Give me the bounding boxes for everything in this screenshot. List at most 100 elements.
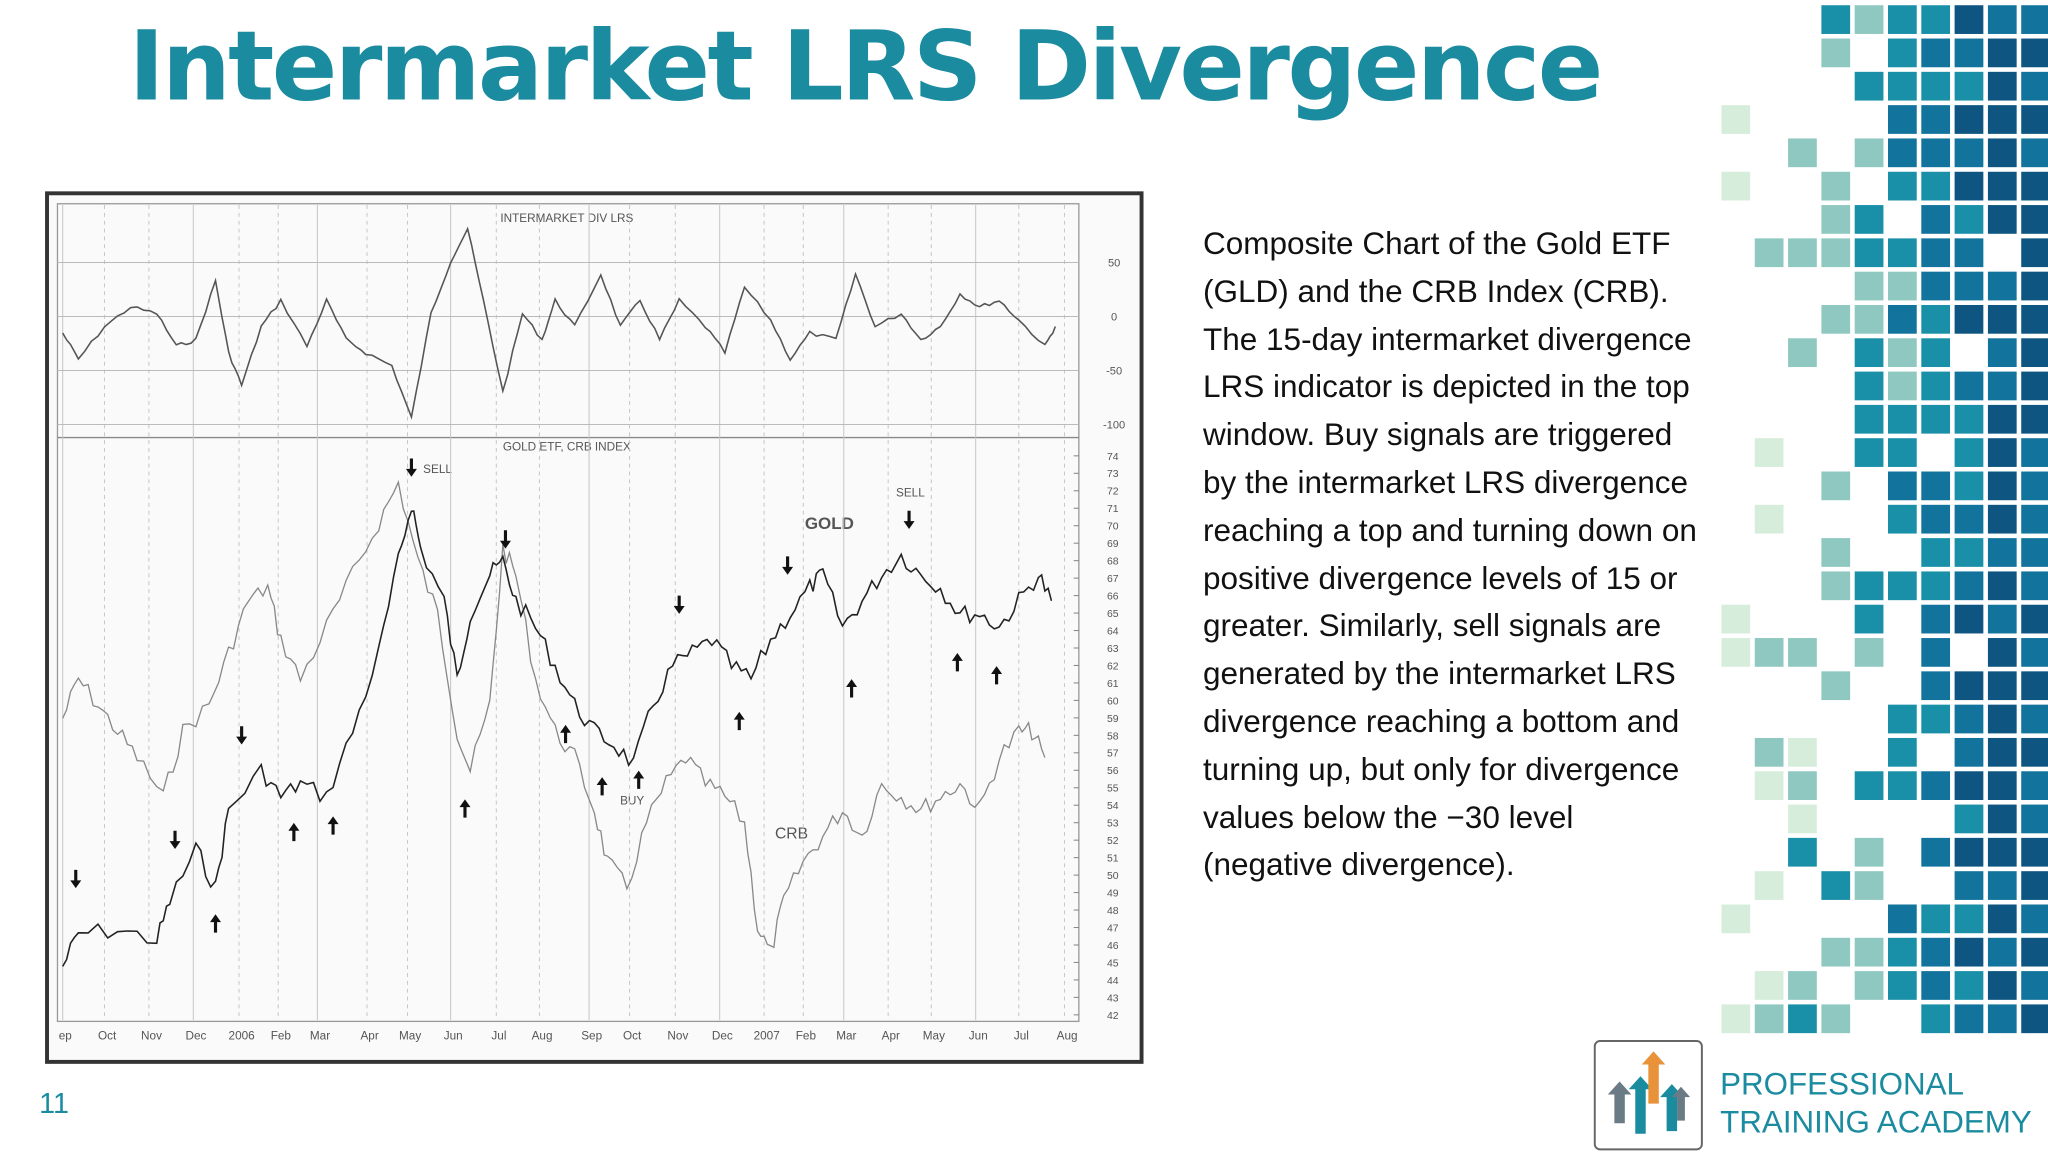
mosaic-tile bbox=[1854, 971, 1884, 1000]
month-label: Dec bbox=[712, 1030, 733, 1043]
mosaic-tile bbox=[1754, 238, 1784, 268]
mosaic-tile bbox=[1821, 5, 1851, 34]
bottom-axis-label: 50 bbox=[1107, 871, 1119, 882]
mosaic-tile bbox=[1921, 504, 1951, 534]
mosaic-tile bbox=[1721, 105, 1751, 134]
mosaic-tile bbox=[1987, 837, 2017, 867]
bottom-axis-label: 72 bbox=[1107, 487, 1119, 498]
top-axis-label: -100 bbox=[1103, 419, 1125, 431]
mosaic-tile bbox=[1721, 604, 1751, 634]
buy-arrow bbox=[459, 799, 471, 818]
bottom-axis-label: 49 bbox=[1107, 888, 1119, 899]
mosaic-tile bbox=[1788, 138, 1817, 168]
mosaic-tile bbox=[1854, 205, 1884, 234]
bottom-axis-label: 73 bbox=[1107, 469, 1119, 480]
mosaic-tile bbox=[2021, 238, 2048, 268]
mosaic-tile bbox=[1921, 71, 1951, 101]
oscillator-trace bbox=[62, 226, 1057, 420]
mosaic-tile bbox=[1954, 904, 1984, 934]
description: Composite Chart of the Gold ETF (GLD) an… bbox=[1203, 225, 1697, 883]
buy-arrow bbox=[288, 822, 300, 842]
month-label: Nov bbox=[667, 1030, 688, 1043]
mosaic-tile bbox=[2021, 5, 2048, 34]
buy-arrow bbox=[991, 666, 1003, 685]
bottom-axis-label: 44 bbox=[1107, 976, 1119, 987]
mosaic-tile bbox=[1854, 604, 1884, 634]
mosaic-tile bbox=[1921, 971, 1951, 1000]
bottom-axis-label: 55 bbox=[1107, 784, 1119, 795]
bottom-axis-label: 64 bbox=[1107, 626, 1119, 637]
mosaic-tile bbox=[2021, 837, 2048, 867]
bottom-axis-label: 69 bbox=[1107, 539, 1119, 550]
month-label: Dec bbox=[185, 1030, 206, 1043]
mosaic-tile bbox=[1954, 771, 1984, 800]
mosaic-tile bbox=[1987, 338, 2017, 368]
bottom-axis-label: 74 bbox=[1107, 452, 1119, 463]
mosaic-tile bbox=[1788, 737, 1817, 767]
buy-arrow bbox=[951, 653, 963, 672]
mosaic-tile bbox=[1987, 138, 2017, 168]
mosaic-tile bbox=[1921, 704, 1951, 734]
month-label: Feb bbox=[796, 1030, 817, 1043]
mosaic-tile bbox=[1754, 737, 1784, 767]
mosaic-tile bbox=[1954, 971, 1984, 1000]
mosaic-tile bbox=[1721, 171, 1751, 201]
buy-arrow bbox=[560, 724, 572, 744]
bottom-axis-label: 56 bbox=[1107, 766, 1119, 777]
mosaic-tile bbox=[1754, 771, 1784, 800]
mosaic-tile bbox=[2021, 138, 2048, 168]
top-panel-title: INTERMARKET DIV LRS bbox=[500, 212, 633, 225]
mosaic-tile bbox=[1921, 471, 1951, 501]
bottom-axis-label: 58 bbox=[1107, 731, 1119, 742]
mosaic-tile bbox=[1954, 404, 1984, 434]
mosaic-tile bbox=[1954, 371, 1984, 401]
month-label: Mar bbox=[836, 1030, 856, 1043]
sell-arrow bbox=[673, 595, 685, 614]
bottom-axis-label: 51 bbox=[1107, 854, 1119, 865]
logo-arrow bbox=[1641, 1051, 1666, 1104]
mosaic-tile bbox=[2021, 471, 2048, 501]
mosaic-tile bbox=[1788, 804, 1817, 834]
mosaic-tile bbox=[1821, 937, 1851, 967]
bottom-axis-label: 63 bbox=[1107, 644, 1119, 655]
mosaic-tile bbox=[2021, 971, 2048, 1000]
mosaic-tile bbox=[1954, 5, 1984, 34]
mosaic-tile bbox=[1888, 371, 1917, 401]
mosaic-tile bbox=[1888, 71, 1917, 101]
mosaic-tile bbox=[2021, 271, 2048, 301]
mosaic-tile bbox=[1987, 737, 2017, 767]
mosaic-tile bbox=[2021, 871, 2048, 900]
mosaic-tile bbox=[1821, 238, 1851, 268]
bottom-axis-label: 70 bbox=[1107, 522, 1119, 533]
mosaic-tile bbox=[1821, 171, 1851, 201]
mosaic-tile bbox=[2021, 171, 2048, 201]
crb-trace bbox=[62, 479, 1046, 949]
mosaic-tile bbox=[1854, 937, 1884, 967]
top-axis-label: 0 bbox=[1111, 311, 1117, 323]
mosaic-tile bbox=[1888, 737, 1917, 767]
mosaic-tile bbox=[1854, 238, 1884, 268]
mosaic-tile bbox=[1754, 438, 1784, 467]
mosaic-tile bbox=[1954, 704, 1984, 734]
mosaic-tile bbox=[1921, 38, 1951, 68]
mosaic-tile bbox=[1954, 871, 1984, 900]
mosaic-tile bbox=[1921, 837, 1951, 867]
mosaic-tile bbox=[1954, 238, 1984, 268]
mosaic-tile bbox=[1854, 371, 1884, 401]
sell-arrow bbox=[782, 556, 794, 575]
mosaic-tile bbox=[1921, 271, 1951, 301]
sell-label: SELL bbox=[896, 486, 925, 499]
mosaic-tile bbox=[2021, 504, 2048, 534]
month-label: Apr bbox=[882, 1030, 900, 1043]
buy-arrow bbox=[596, 777, 608, 796]
mosaic-tile bbox=[1788, 837, 1817, 867]
mosaic-tile bbox=[2021, 771, 2048, 800]
mosaic bbox=[1721, 5, 2048, 1034]
month-label: Jul bbox=[491, 1030, 506, 1043]
mosaic-tile bbox=[1921, 538, 1951, 567]
gold-trace bbox=[62, 510, 1053, 967]
mosaic-tile bbox=[1987, 871, 2017, 900]
mosaic-tile bbox=[1921, 371, 1951, 401]
sell-arrow bbox=[405, 458, 417, 477]
mosaic-tile bbox=[1754, 1004, 1784, 1034]
